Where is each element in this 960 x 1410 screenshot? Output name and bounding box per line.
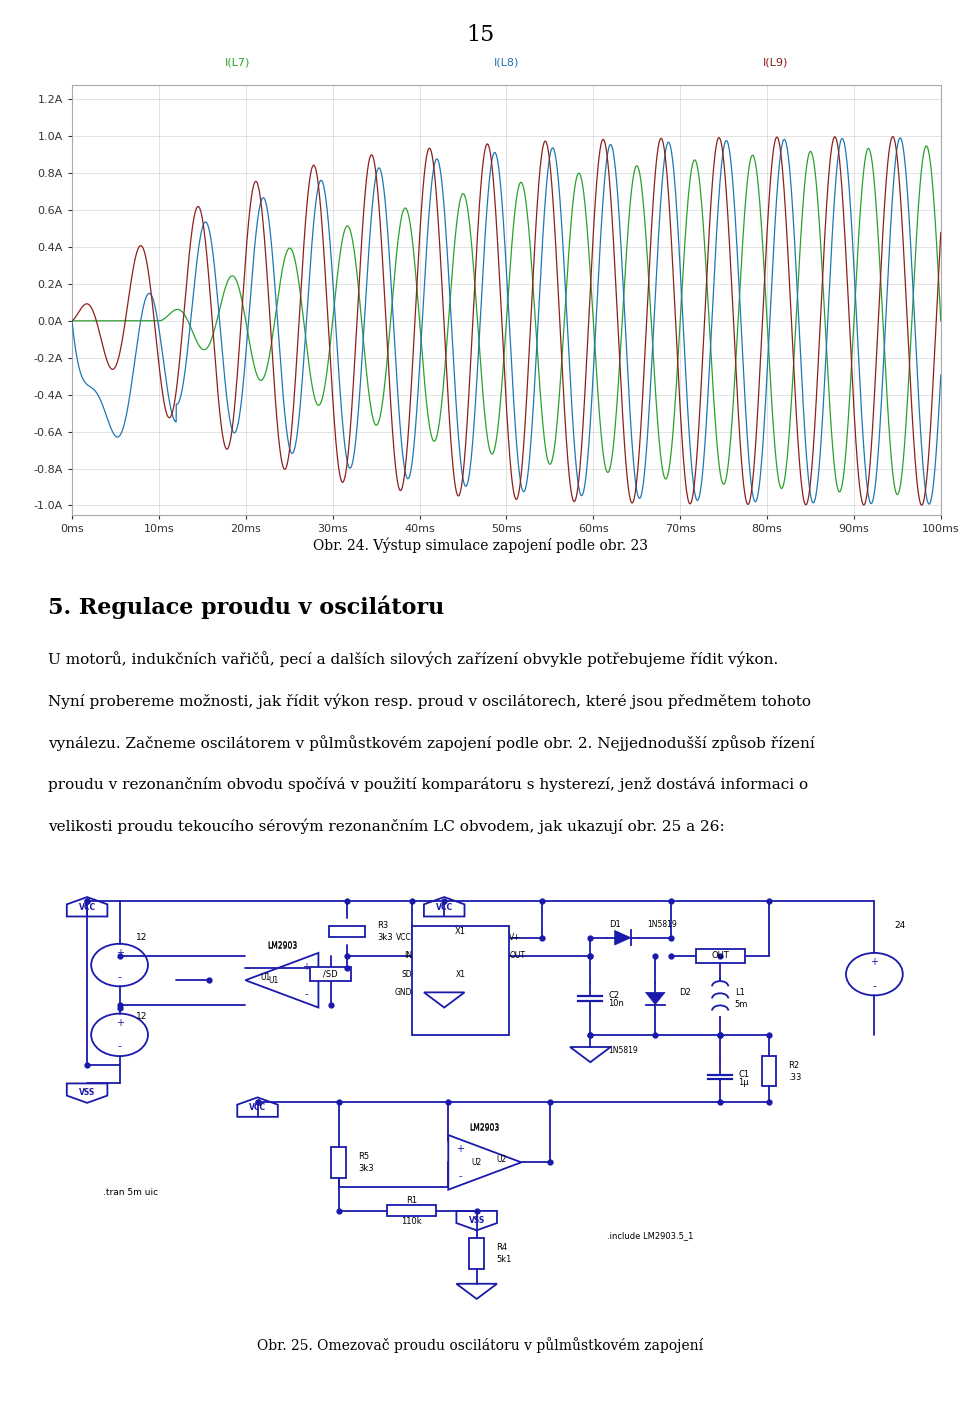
Text: I(L8): I(L8) — [493, 58, 519, 68]
Text: .33: .33 — [788, 1073, 802, 1081]
Text: Nyní probereme možnosti, jak řídit výkon resp. proud v oscilátorech, které jsou : Nyní probereme možnosti, jak řídit výkon… — [48, 694, 811, 709]
Text: 12: 12 — [135, 933, 147, 942]
Text: 1μ: 1μ — [738, 1077, 749, 1087]
Text: LM2903: LM2903 — [267, 942, 297, 952]
Text: SD: SD — [401, 970, 412, 979]
Text: U1: U1 — [260, 973, 271, 981]
Text: D1: D1 — [609, 919, 620, 929]
Text: I(L7): I(L7) — [225, 58, 250, 68]
Text: +: + — [115, 1018, 124, 1028]
Text: LM2903: LM2903 — [469, 1124, 500, 1132]
Bar — [696, 949, 745, 963]
Text: D2: D2 — [680, 988, 691, 997]
Text: VCC: VCC — [249, 1103, 266, 1112]
Text: +: + — [456, 1144, 465, 1153]
Text: Obr. 24. Výstup simulace zapojení podle obr. 23: Obr. 24. Výstup simulace zapojení podle … — [313, 539, 647, 553]
Text: Obr. 25. Omezovač proudu oscilátoru v půlmůstkovém zapojení: Obr. 25. Omezovač proudu oscilátoru v pů… — [257, 1337, 703, 1354]
Text: 110k: 110k — [401, 1217, 422, 1225]
Text: R3: R3 — [377, 921, 389, 931]
Text: 10n: 10n — [609, 998, 624, 1008]
Text: GND: GND — [395, 988, 412, 997]
Text: U2: U2 — [496, 1155, 506, 1163]
Text: 5k1: 5k1 — [496, 1255, 512, 1263]
Polygon shape — [614, 931, 631, 945]
Text: +: + — [115, 949, 124, 959]
Text: .tran 5m uic: .tran 5m uic — [104, 1189, 158, 1197]
Text: vynálezu. Začneme oscilátorem v půlmůstkovém zapojení podle obr. 2. Nejjednodušš: vynálezu. Začneme oscilátorem v půlmůstk… — [48, 735, 815, 750]
Text: C2: C2 — [609, 991, 619, 1000]
Text: -: - — [117, 1042, 122, 1052]
Text: OUT: OUT — [509, 952, 525, 960]
Text: 24: 24 — [895, 921, 906, 931]
Text: .include LM2903.5_1: .include LM2903.5_1 — [607, 1231, 693, 1239]
Text: VCC: VCC — [79, 902, 96, 912]
Bar — [328, 926, 365, 938]
Text: R4: R4 — [496, 1242, 507, 1252]
Text: 15: 15 — [466, 24, 494, 47]
Text: velikosti proudu tekoucího sérovým rezonančním LC obvodem, jak ukazují obr. 25 a: velikosti proudu tekoucího sérovým rezon… — [48, 818, 725, 833]
Text: I(L9): I(L9) — [763, 58, 788, 68]
Bar — [761, 1056, 777, 1087]
Text: VCC: VCC — [436, 902, 453, 912]
Text: +: + — [302, 962, 310, 971]
Text: R2: R2 — [788, 1060, 800, 1070]
Text: L1: L1 — [734, 988, 745, 997]
Text: R1: R1 — [406, 1196, 418, 1206]
Text: LM2903: LM2903 — [267, 940, 297, 950]
Bar — [412, 925, 509, 1035]
Bar — [469, 1238, 484, 1269]
Text: LM2903: LM2903 — [469, 1124, 500, 1134]
Text: U2: U2 — [471, 1158, 482, 1167]
Bar — [388, 1206, 436, 1217]
Text: 5. Regulace proudu v oscilátoru: 5. Regulace proudu v oscilátoru — [48, 596, 444, 619]
Text: -: - — [459, 1172, 462, 1182]
Text: IN: IN — [404, 952, 412, 960]
Text: -: - — [304, 988, 308, 998]
Text: OUT: OUT — [711, 952, 729, 960]
Text: 3k3: 3k3 — [358, 1163, 373, 1173]
Text: C1: C1 — [738, 1070, 749, 1079]
Text: proudu v rezonančním obvodu spočívá v použití komparátoru s hysterezí, jenž dost: proudu v rezonančním obvodu spočívá v po… — [48, 777, 808, 791]
Text: VSS: VSS — [468, 1215, 485, 1224]
Text: R5: R5 — [358, 1152, 370, 1160]
Text: X1: X1 — [455, 928, 466, 936]
Text: 1N5819: 1N5819 — [608, 1046, 637, 1055]
Text: /SD: /SD — [324, 970, 338, 979]
Text: VSS: VSS — [79, 1089, 95, 1097]
Text: U motorů, indukčních vařičů, pecí a dalších silových zařízení obvykle potřebujem: U motorů, indukčních vařičů, pecí a dalš… — [48, 651, 779, 667]
Text: 3k3: 3k3 — [377, 933, 393, 942]
Text: X1: X1 — [455, 970, 466, 979]
Text: 5m: 5m — [734, 1000, 748, 1010]
Text: V+: V+ — [509, 933, 520, 942]
Text: VCC: VCC — [396, 933, 412, 942]
Text: U1: U1 — [269, 976, 279, 984]
Bar — [310, 967, 351, 981]
Text: 12: 12 — [135, 1012, 147, 1021]
Text: -: - — [873, 981, 876, 991]
Polygon shape — [645, 993, 665, 1004]
Text: +: + — [871, 957, 878, 967]
Bar — [331, 1148, 346, 1177]
Text: -: - — [117, 971, 122, 981]
Text: 1N5819: 1N5819 — [647, 919, 677, 929]
